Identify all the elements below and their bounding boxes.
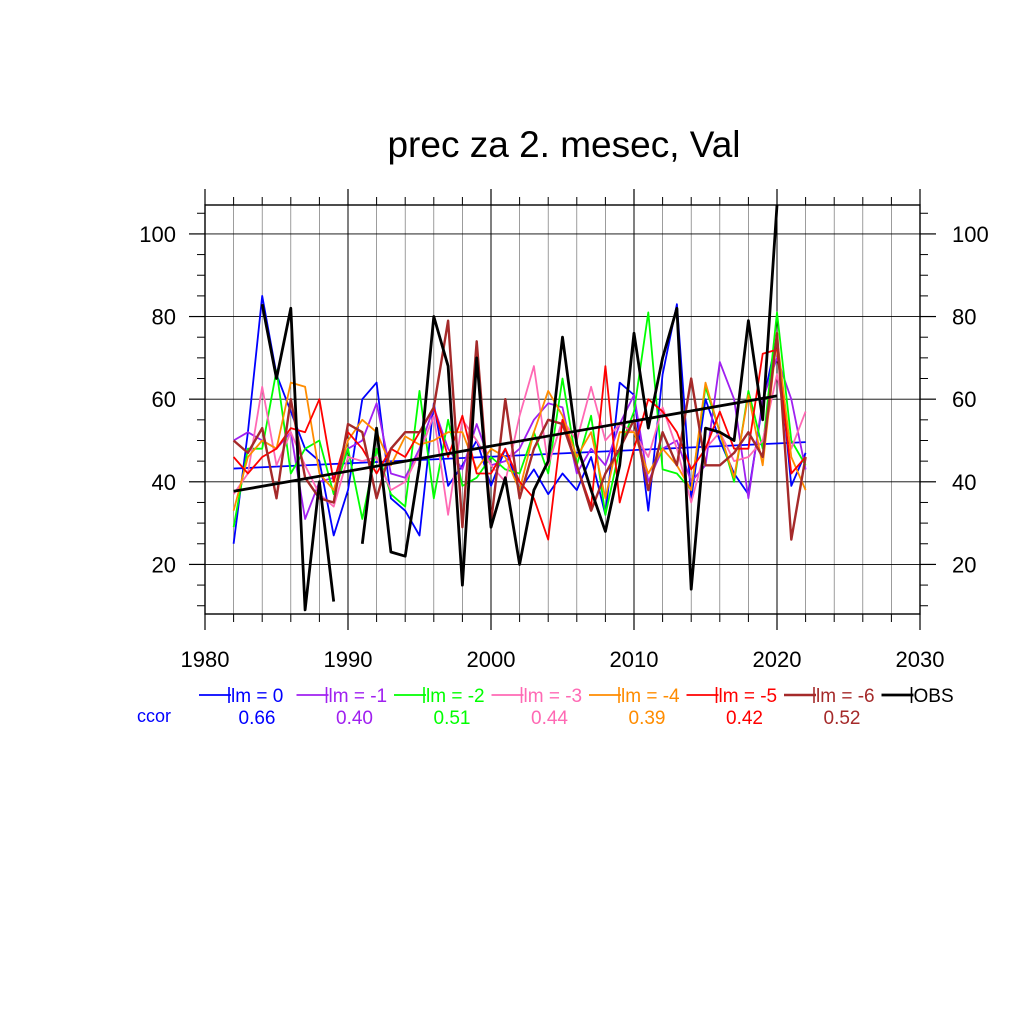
trend-line — [233, 441, 806, 470]
series-line — [232, 319, 807, 541]
legend-item: lm = -30.44 — [491, 686, 583, 729]
y-tick-label-right: 20 — [952, 552, 976, 577]
legend-item: lm = -40.39 — [589, 686, 680, 729]
legend-label: lm = 0 — [231, 686, 283, 707]
legend-ccor-value: 0.39 — [629, 708, 666, 729]
y-tick-label-right: 40 — [952, 470, 976, 495]
trend-line — [233, 394, 778, 493]
legend-item: lm = -50.42 — [686, 686, 778, 729]
legend-item: lm = 00.66 — [199, 686, 283, 729]
series-lm-6 — [232, 319, 807, 541]
y-tick-label-left: 80 — [152, 305, 176, 330]
series-lm-5 — [232, 348, 807, 541]
ccor-label: ccor — [137, 706, 171, 726]
series-layer — [232, 204, 807, 612]
legend-label: lm = -6 — [816, 686, 875, 707]
y-tick-label-right: 100 — [952, 222, 989, 247]
y-tick-label-left: 40 — [152, 470, 176, 495]
legend-label: lm = -2 — [426, 686, 485, 707]
x-tick-label: 2010 — [610, 647, 659, 672]
y-tick-label-left: 60 — [152, 387, 176, 412]
legend-label: lm = -3 — [524, 686, 583, 707]
legend-item: lm = -20.51 — [394, 686, 485, 729]
y-tick-label-left: 20 — [152, 552, 176, 577]
legend-label: lm = -1 — [329, 686, 388, 707]
legend-ccor-value: 0.52 — [824, 708, 861, 729]
legend-ccor-value: 0.42 — [726, 708, 763, 729]
series-obs — [233, 204, 779, 612]
x-tick-label: 2030 — [896, 647, 945, 672]
series-line — [232, 348, 807, 541]
y-tick-label-right: 60 — [952, 387, 976, 412]
legend-ccor-value: 0.66 — [239, 708, 276, 729]
chart-title: prec za 2. mesec, Val — [387, 124, 740, 165]
series-line — [260, 204, 779, 612]
legend-ccor-value: 0.40 — [336, 708, 373, 729]
legend-label: lm = -5 — [719, 686, 778, 707]
legend-item: lm = -10.40 — [296, 686, 388, 729]
legend-item: lm = -60.52 — [784, 686, 875, 729]
legend-label: OBS — [914, 686, 954, 707]
legend-label: lm = -4 — [621, 686, 680, 707]
series-line — [232, 365, 807, 516]
legend-ccor-value: 0.51 — [434, 708, 471, 729]
x-tick-label: 1990 — [324, 647, 373, 672]
y-tick-label-left: 100 — [139, 222, 176, 247]
series-lm-3 — [232, 365, 807, 516]
legend-ccor-value: 0.44 — [531, 708, 568, 729]
x-tick-label: 1980 — [181, 647, 230, 672]
y-tick-label-right: 80 — [952, 305, 976, 330]
x-tick-label: 2020 — [753, 647, 802, 672]
x-tick-label: 2000 — [467, 647, 516, 672]
legend-item: OBS — [881, 686, 954, 707]
plot-frame — [204, 204, 921, 615]
